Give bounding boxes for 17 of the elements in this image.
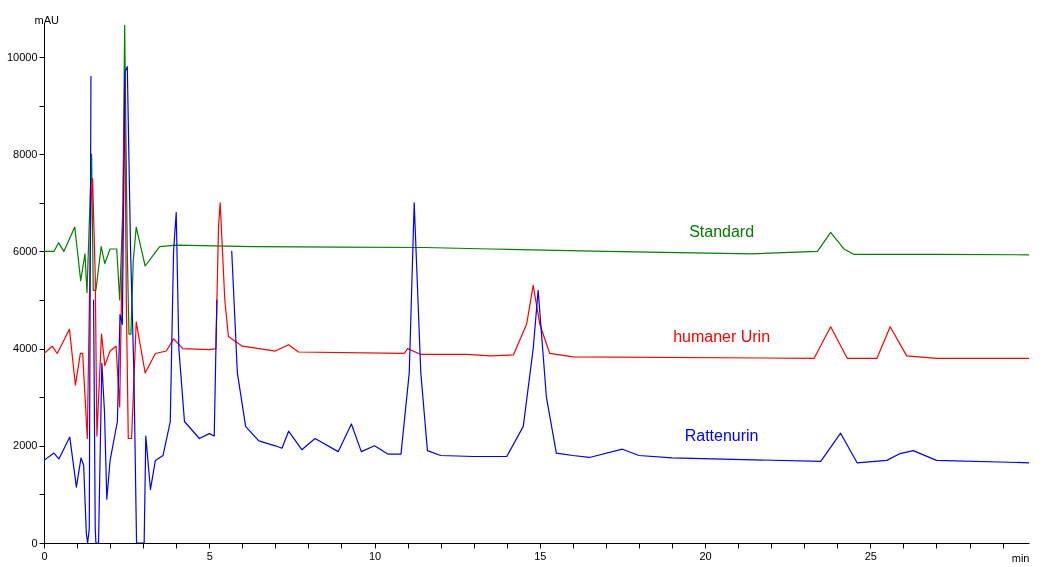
x-axis-title: min xyxy=(1011,551,1030,564)
y-tick-label: 0 xyxy=(31,536,38,549)
x-tick-label: 5 xyxy=(206,549,213,562)
y-tick-label: 4000 xyxy=(13,342,38,355)
x-tick-label: 20 xyxy=(699,549,712,562)
x-tick-label: 25 xyxy=(864,549,877,562)
x-tick-label: 10 xyxy=(368,549,382,562)
y-tick-label: 2000 xyxy=(13,439,38,452)
series-label: Rattenurin xyxy=(684,427,759,445)
y-tick-label: 6000 xyxy=(13,244,38,257)
series-label: humaner Urin xyxy=(673,327,771,345)
y-tick-label: 8000 xyxy=(13,147,38,160)
x-tick-label: 15 xyxy=(534,549,547,562)
y-axis-title: mAU xyxy=(34,13,59,26)
x-tick-label: 0 xyxy=(41,549,48,562)
series-label: Standard xyxy=(689,223,755,241)
y-tick-label: 10000 xyxy=(6,50,38,63)
